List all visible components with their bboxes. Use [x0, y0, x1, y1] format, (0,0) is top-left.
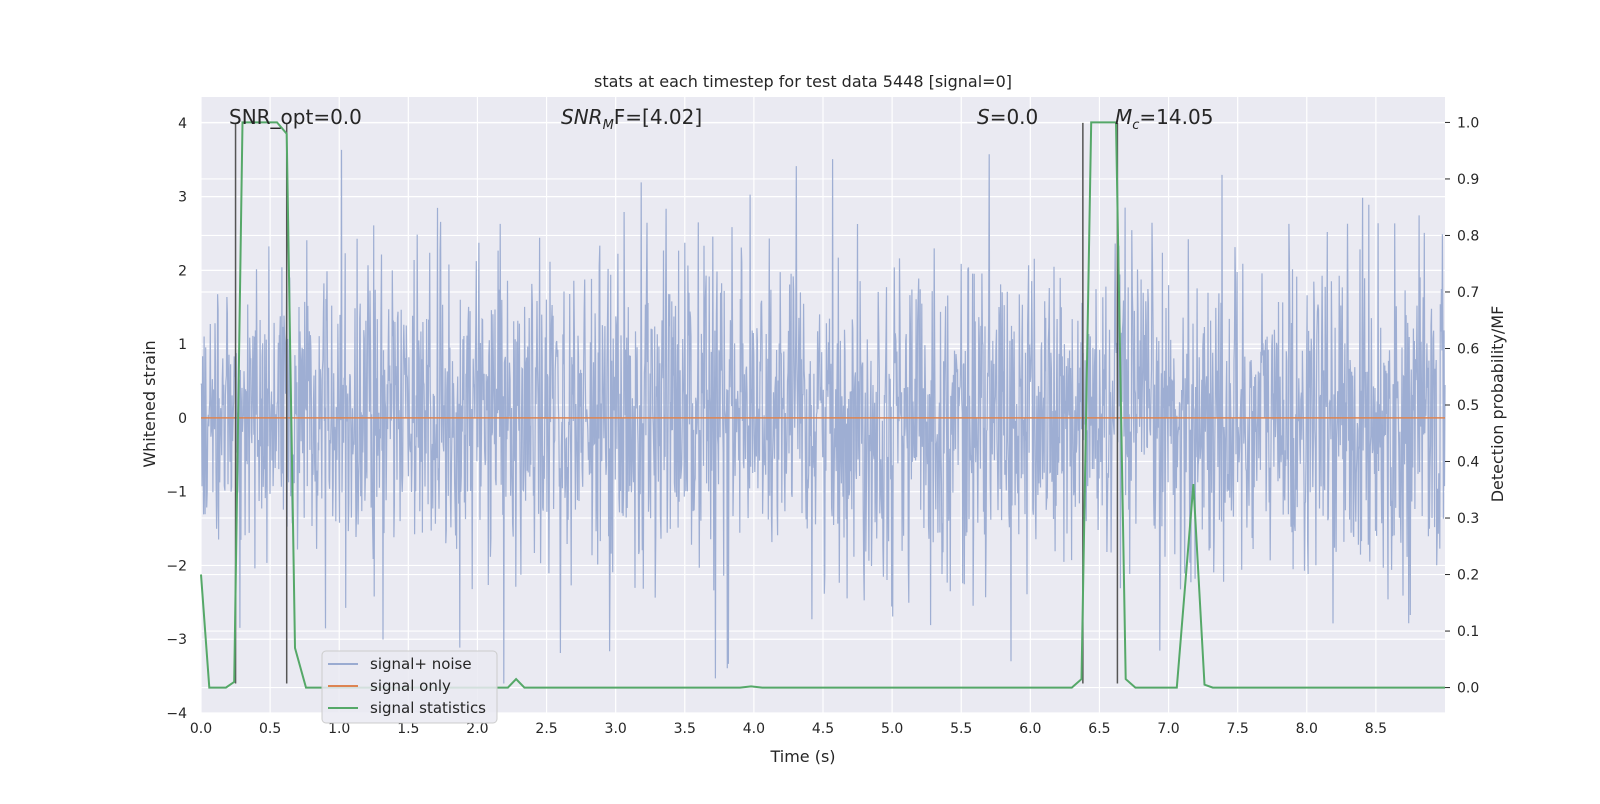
chart-title: stats at each timestep for test data 544…	[594, 72, 1012, 91]
y-right-tick-label: 0.1	[1457, 624, 1479, 640]
y-axis-label-right: Detection probability/MF	[1488, 306, 1507, 503]
y-right-tick-label: 0.9	[1457, 172, 1479, 188]
y-left-tick-label: −1	[166, 485, 187, 501]
x-tick-label: 8.0	[1296, 721, 1318, 737]
annotation-snr-mf: SNRMF=[4.02]	[561, 105, 702, 133]
x-axis-label: Time (s)	[769, 747, 835, 766]
x-tick-label: 3.0	[605, 721, 627, 737]
legend-label-signal-only: signal only	[370, 677, 451, 695]
x-tick-label: 7.0	[1157, 721, 1179, 737]
y-right-tick-label: 1.0	[1457, 115, 1479, 131]
x-tick-label: 6.0	[1019, 721, 1041, 737]
y-right-tick-label: 0.4	[1457, 455, 1479, 471]
x-tick-label: 4.5	[812, 721, 834, 737]
tick-labels: 0.0 0.5 1.0 1.5 2.0 2.5 3.0 3.5 4.0 4.5 5.0 5.5 6.0 6…	[166, 115, 1479, 737]
signal-statistics-series	[200, 121, 1445, 689]
y-left-tick-label: −3	[166, 632, 187, 648]
x-tick-label: 5.5	[950, 721, 972, 737]
y-right-tick-label: 0.8	[1457, 228, 1479, 244]
x-tick-label: 2.0	[466, 721, 488, 737]
signal-noise-line	[200, 149, 1446, 684]
x-tick-label: 8.5	[1365, 721, 1387, 737]
y-right-tick-label: 0.2	[1457, 568, 1479, 584]
x-tick-label: 5.0	[881, 721, 903, 737]
legend-label-signal-statistics: signal statistics	[370, 699, 486, 717]
x-tick-label: 1.0	[328, 721, 350, 737]
x-tick-label: 6.5	[1088, 721, 1110, 737]
y-left-tick-label: 1	[178, 337, 187, 353]
y-right-tick-label: 0.5	[1457, 398, 1479, 414]
y-right-tick-label: 0.6	[1457, 341, 1479, 357]
x-tick-label: 0.0	[190, 721, 212, 737]
x-tick-label: 2.5	[535, 721, 557, 737]
annotation-mc: Mc=14.05	[1115, 105, 1213, 133]
y-left-tick-label: 4	[178, 116, 187, 132]
legend-label-signal-noise: signal+ noise	[370, 655, 472, 673]
y-left-tick-label: 2	[178, 263, 187, 279]
y-left-tick-label: 0	[178, 411, 187, 427]
x-tick-label: 7.5	[1227, 721, 1249, 737]
legend: signal+ noise signal only signal statist…	[321, 650, 498, 724]
x-tick-label: 0.5	[259, 721, 281, 737]
x-tick-label: 4.0	[743, 721, 765, 737]
y-right-tick-label: 0.7	[1457, 285, 1479, 301]
legend-box	[321, 650, 498, 724]
annotation-snr-opt: SNR_opt=0.0	[229, 105, 362, 129]
y-right-tick-label: 0.3	[1457, 511, 1479, 527]
y-left-tick-label: −4	[166, 706, 187, 722]
x-tick-label: 1.5	[397, 721, 419, 737]
y-axis-label-left: Whitened strain	[140, 340, 159, 467]
y-left-tick-label: −2	[166, 558, 187, 574]
signal-statistics-line	[200, 121, 1445, 689]
annotation-s: S=0.0	[977, 105, 1038, 129]
y-right-tick-label: 0.0	[1457, 681, 1479, 697]
y-left-tick-label: 3	[178, 190, 187, 206]
x-tick-label: 3.5	[674, 721, 696, 737]
signal-noise-series	[200, 149, 1446, 684]
